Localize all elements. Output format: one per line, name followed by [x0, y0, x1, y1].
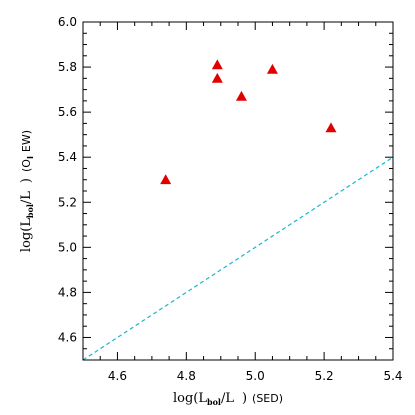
data-point-triangle [325, 122, 337, 133]
axis-ticks: 4.6 4.8 5.0 5.2 5.4 4.6 4.8 5.0 5.2 5.4 5.6 5.8 6.0 [58, 15, 403, 383]
y-tick-label: 6.0 [58, 15, 77, 29]
x-tick-label: 5.4 [383, 369, 402, 383]
y-tick-label: 4.8 [58, 285, 77, 299]
data-point-triangle [211, 59, 223, 70]
y-tick-label: 4.6 [58, 330, 77, 344]
data-points [160, 59, 337, 185]
data-point-triangle [266, 63, 278, 74]
y-tick-label: 5.0 [58, 240, 77, 254]
x-axis-label: log(Lbol/L) (SED) [173, 391, 283, 407]
y-tick-label: 5.4 [58, 150, 77, 164]
y-axis-label: log(Lbol/L)(OIEW) [19, 130, 35, 252]
data-point-triangle [235, 90, 247, 101]
y-tick-label: 5.8 [58, 60, 77, 74]
reference-line-group [82, 156, 394, 361]
x-tick-label: 4.6 [108, 369, 127, 383]
y-tick-label: 5.2 [58, 195, 77, 209]
x-tick-label: 4.8 [177, 369, 196, 383]
x-tick-label: 5.0 [246, 369, 265, 383]
reference-line [82, 156, 394, 361]
y-tick-label: 5.6 [58, 105, 77, 119]
data-point-triangle [211, 72, 223, 83]
plot-frame [82, 21, 394, 361]
data-point-triangle [160, 174, 172, 185]
x-tick-label: 5.2 [315, 369, 334, 383]
